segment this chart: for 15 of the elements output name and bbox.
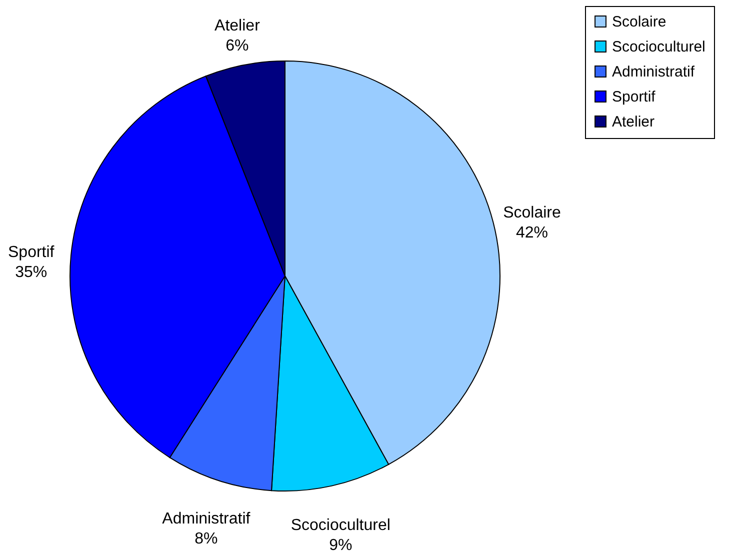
legend-label: Scocioculturel — [612, 38, 706, 56]
data-label: 42% — [516, 224, 548, 242]
legend-label: Atelier — [612, 114, 655, 130]
slice-label: Administratif — [162, 510, 251, 528]
slice-label: Scocioculturel — [290, 516, 390, 534]
data-label: 35% — [15, 264, 48, 281]
legend-label: Sportif — [612, 88, 656, 106]
data-label: 9% — [329, 536, 352, 552]
slice-label: Sportif — [8, 244, 55, 261]
slice-label: Scolaire — [503, 204, 561, 222]
legend-label: Administratif — [612, 64, 696, 80]
slice-label: Atelier — [214, 18, 261, 35]
data-label: 8% — [194, 530, 218, 548]
data-label: 6% — [226, 38, 249, 55]
legend-label: Scolaire — [612, 14, 666, 30]
